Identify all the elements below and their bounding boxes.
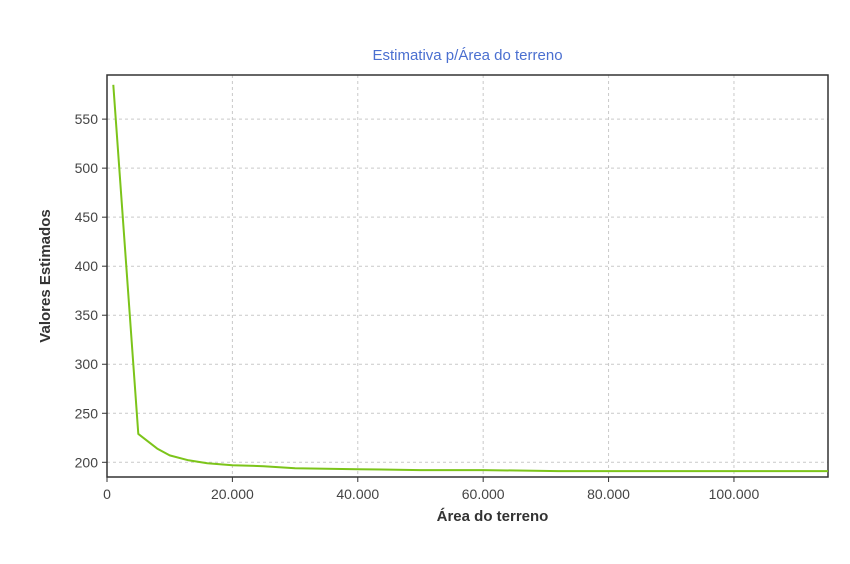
- plot-frame: [106, 74, 829, 478]
- y-tick-label: 450: [75, 209, 99, 225]
- series-layer: [112, 84, 828, 473]
- x-tick-label: 60.000: [462, 486, 505, 502]
- grid-lines: [107, 75, 828, 477]
- chart-title: Estimativa p/Área do terreno: [372, 47, 562, 64]
- series-line: [112, 84, 828, 473]
- x-tick-label: 20.000: [211, 486, 254, 502]
- x-tick-label: 100.000: [709, 486, 760, 502]
- y-tick-label: 250: [75, 405, 99, 421]
- x-tick-label: 0: [103, 486, 111, 502]
- y-tick-label: 350: [75, 307, 99, 323]
- tick-labels: 0 20.000 40.000 60.000 80.000 100.000 200 250 30…: [75, 111, 760, 502]
- y-tick-label: 500: [75, 160, 99, 176]
- y-tick-label: 400: [75, 258, 99, 274]
- x-axis-title: Área do terreno: [437, 508, 549, 525]
- x-tick-label: 40.000: [336, 486, 379, 502]
- y-tick-label: 300: [75, 356, 99, 372]
- y-tick-label: 550: [75, 111, 99, 127]
- y-axis-title: Valores Estimados: [37, 209, 54, 342]
- y-tick-label: 200: [75, 454, 99, 470]
- x-tick-label: 80.000: [587, 486, 630, 502]
